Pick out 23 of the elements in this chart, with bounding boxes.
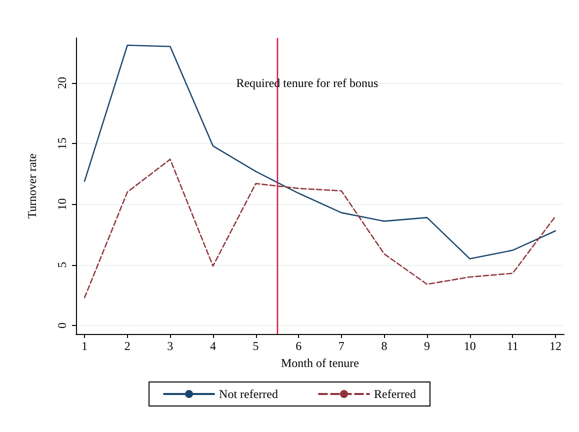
legend-label: Referred [374,387,416,401]
x-tick-label: 2 [124,339,130,353]
line-series [84,44,556,260]
x-tick-label: 11 [506,339,518,353]
x-tick-label: 6 [296,339,302,353]
line-series [84,158,556,298]
y-tick-label: 20 [55,76,69,89]
x-tick-label: 7 [338,339,344,353]
x-tick-label: 8 [381,339,388,353]
x-tick-label: 12 [549,339,562,353]
x-tick-label: 1 [82,339,88,353]
y-tick-label: 10 [55,198,69,210]
y-tick-label: 5 [55,262,69,268]
y-axis-title: Turnover rate [25,153,39,219]
y-tick-label: 15 [55,138,69,150]
x-tick-label: 4 [210,339,216,353]
x-axis-title: Month of tenure [281,356,359,370]
x-tick-label: 5 [252,339,259,353]
x-tick-label: 10 [464,339,476,353]
x-tick-label: 3 [167,339,174,353]
y-tick-label: 0 [55,322,69,329]
legend-label: Not referred [219,387,278,401]
x-tick-label: 9 [424,339,430,353]
